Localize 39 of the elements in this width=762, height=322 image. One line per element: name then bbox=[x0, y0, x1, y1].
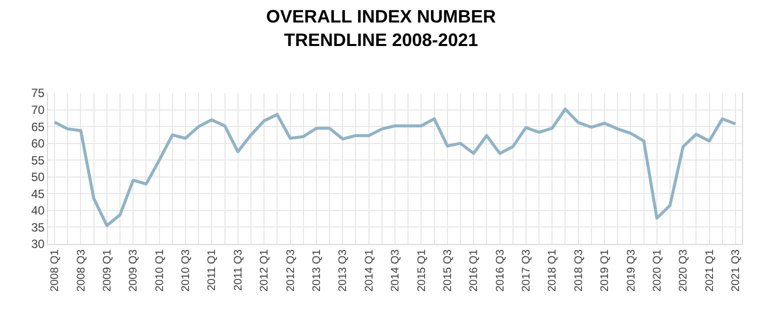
chart-title: OVERALL INDEX NUMBER TRENDLINE 2008-2021 bbox=[266, 6, 496, 50]
x-tick-label: 2015 Q1 bbox=[416, 249, 428, 292]
x-tick-label: 2008 Q1 bbox=[49, 249, 62, 292]
x-tick-label: 2014 Q3 bbox=[390, 249, 402, 292]
y-tick-label: 35 bbox=[31, 220, 45, 234]
x-tick-label: 2018 Q1 bbox=[546, 249, 559, 292]
x-tick-label: 2012 Q3 bbox=[284, 249, 297, 292]
x-tick-label: 2020 Q1 bbox=[651, 249, 664, 292]
x-tick-label: 2016 Q3 bbox=[494, 249, 506, 292]
x-tick-label: 2008 Q3 bbox=[75, 249, 88, 292]
y-tick-label: 55 bbox=[31, 153, 45, 168]
y-tick-label: 75 bbox=[31, 86, 45, 100]
x-tick-label: 2020 Q3 bbox=[678, 249, 690, 292]
x-tick-label: 2017 Q3 bbox=[520, 249, 533, 292]
y-tick-label: 60 bbox=[31, 136, 45, 151]
x-tick-label: 2013 Q1 bbox=[311, 249, 324, 292]
x-tick-label: 2011 Q3 bbox=[232, 249, 244, 291]
x-tick-label: 2009 Q3 bbox=[128, 249, 140, 292]
x-tick-label: 2010 Q1 bbox=[154, 249, 166, 292]
x-tick-label: 2015 Q3 bbox=[442, 249, 454, 292]
x-tick-label: 2010 Q3 bbox=[180, 249, 192, 292]
x-tick-label: 2014 Q1 bbox=[363, 249, 376, 292]
x-tick-label: 2019 Q3 bbox=[625, 249, 638, 292]
y-tick-label: 50 bbox=[31, 170, 45, 184]
x-tick-label: 2009 Q1 bbox=[101, 249, 114, 292]
line-series bbox=[53, 108, 737, 228]
y-tick-label: 40 bbox=[31, 204, 45, 218]
y-tick-label: 70 bbox=[31, 102, 45, 117]
x-tick-label: 2018 Q3 bbox=[572, 249, 585, 292]
x-tick-label: 2016 Q1 bbox=[468, 249, 480, 292]
y-tick-label: 65 bbox=[31, 120, 45, 134]
x-tick-label: 2011 Q1 bbox=[206, 249, 218, 291]
y-tick-label: 30 bbox=[31, 237, 45, 252]
x-tick-label: 2012 Q1 bbox=[258, 249, 271, 292]
y-tick-label: 45 bbox=[31, 186, 45, 201]
x-tick-label: 2021 Q3 bbox=[730, 249, 742, 292]
x-tick-label: 2019 Q1 bbox=[599, 249, 612, 292]
x-tick-label: 2021 Q1 bbox=[704, 249, 716, 292]
x-tick-label: 2013 Q3 bbox=[337, 249, 350, 292]
